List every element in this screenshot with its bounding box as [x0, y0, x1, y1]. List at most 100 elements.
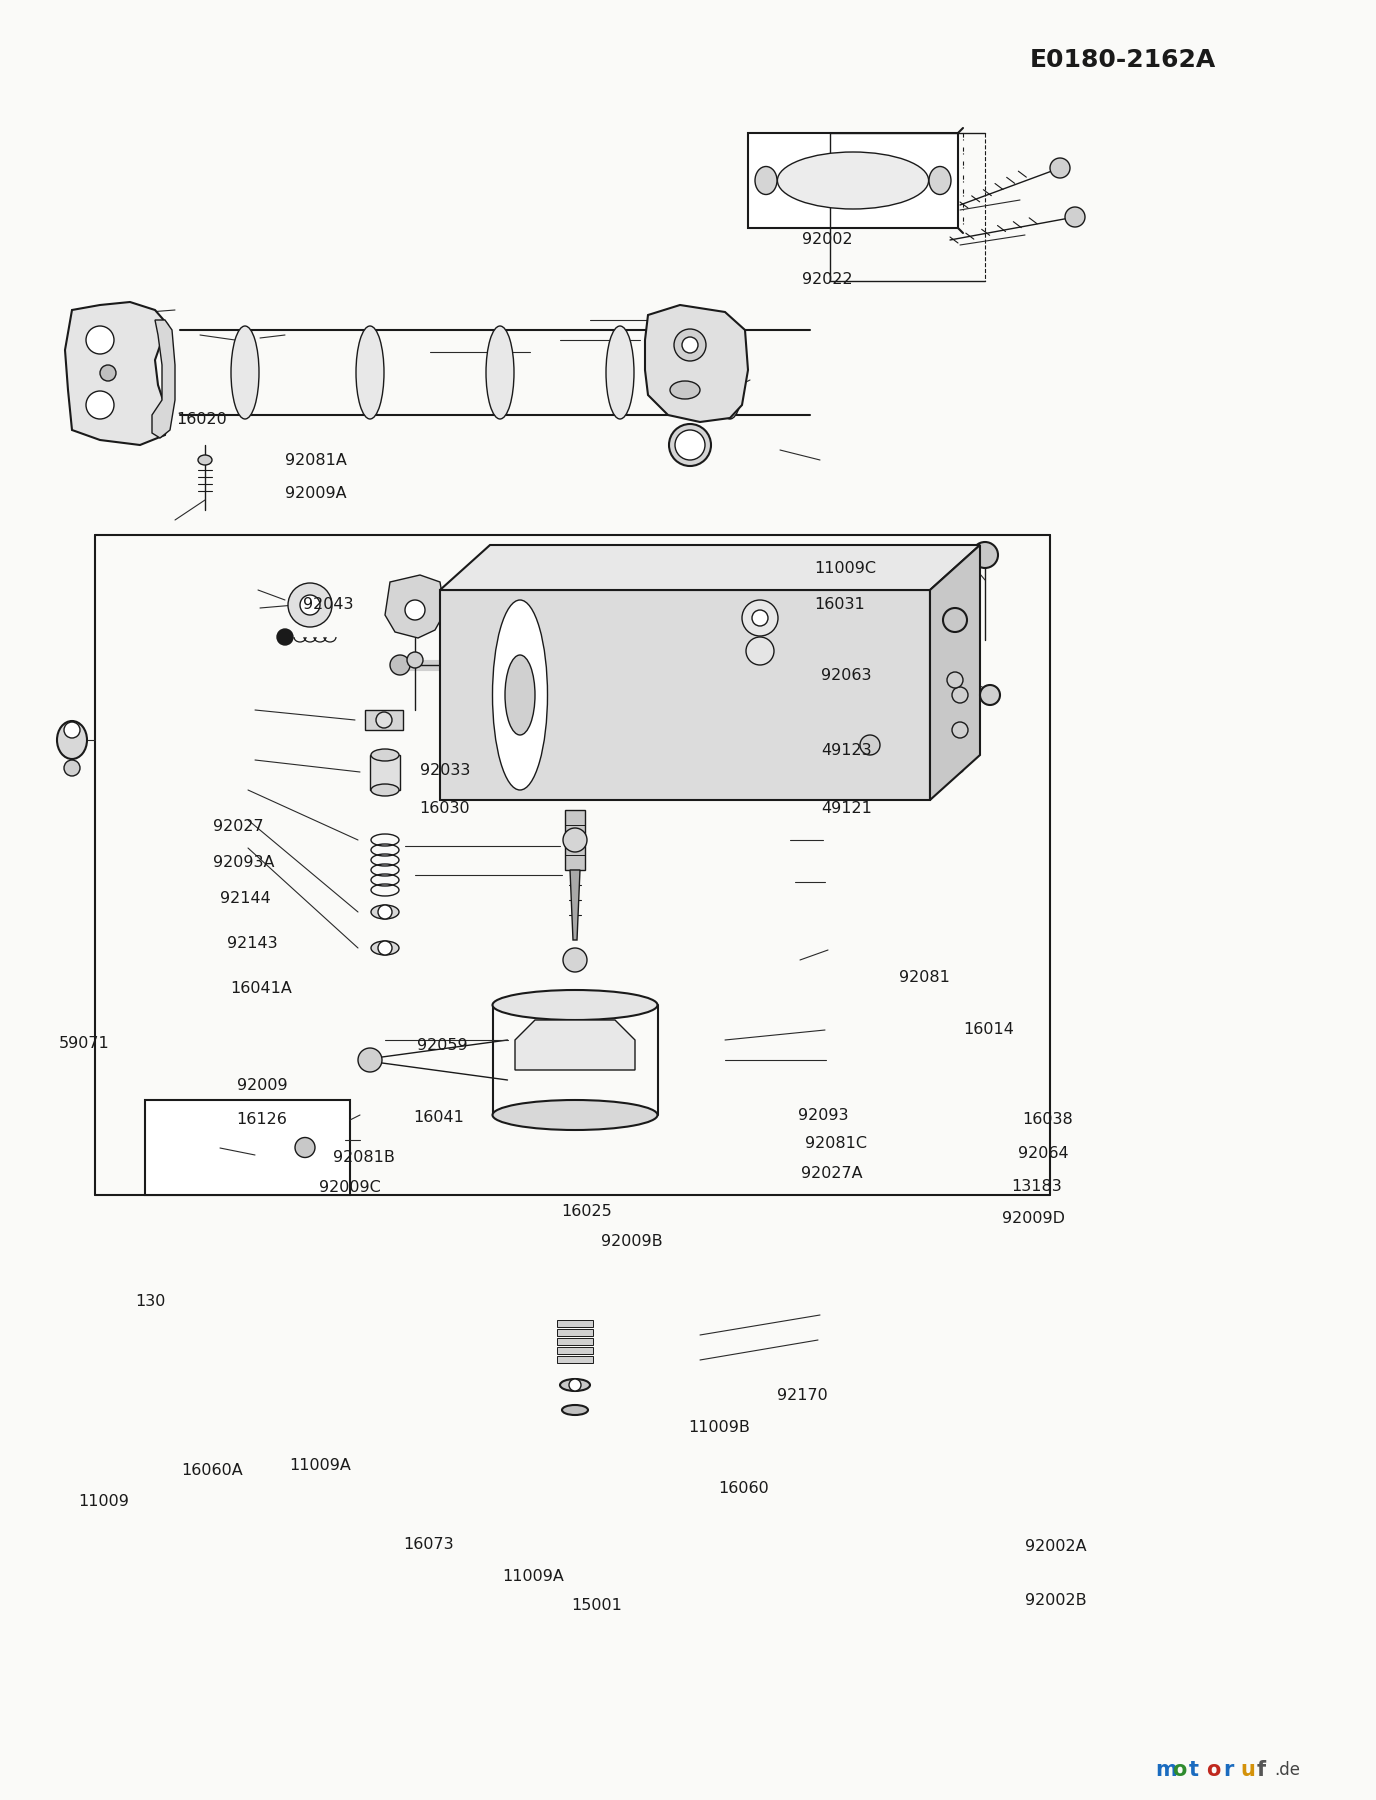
- Polygon shape: [515, 1021, 634, 1069]
- Text: 92081B: 92081B: [333, 1150, 395, 1165]
- Circle shape: [277, 628, 293, 644]
- Ellipse shape: [564, 992, 586, 999]
- Circle shape: [971, 542, 998, 569]
- Ellipse shape: [670, 382, 700, 400]
- Text: 16126: 16126: [237, 1112, 288, 1127]
- Text: 92059: 92059: [417, 1039, 468, 1053]
- Circle shape: [860, 734, 881, 754]
- Text: 49123: 49123: [821, 743, 872, 758]
- Ellipse shape: [493, 990, 658, 1021]
- Text: 16060: 16060: [718, 1481, 769, 1496]
- Polygon shape: [385, 574, 444, 637]
- Text: 11009: 11009: [78, 1494, 129, 1508]
- Circle shape: [676, 430, 705, 461]
- Circle shape: [378, 905, 392, 920]
- Text: o: o: [1172, 1760, 1186, 1780]
- Circle shape: [589, 644, 605, 661]
- Polygon shape: [440, 545, 980, 590]
- Text: o: o: [1205, 1760, 1221, 1780]
- Text: 11009B: 11009B: [688, 1420, 750, 1435]
- Circle shape: [85, 391, 114, 419]
- Circle shape: [538, 655, 559, 675]
- Text: 16020: 16020: [176, 412, 227, 427]
- Text: .de: .de: [1274, 1760, 1300, 1778]
- Circle shape: [742, 599, 777, 635]
- Polygon shape: [590, 578, 665, 612]
- Ellipse shape: [372, 785, 399, 796]
- Ellipse shape: [669, 425, 711, 466]
- Circle shape: [389, 655, 410, 675]
- Circle shape: [746, 637, 773, 664]
- Ellipse shape: [929, 167, 951, 194]
- Circle shape: [943, 608, 967, 632]
- Bar: [749, 133, 958, 229]
- Text: 92009A: 92009A: [285, 486, 347, 500]
- Bar: [370, 754, 400, 790]
- Circle shape: [407, 652, 422, 668]
- Text: 92002: 92002: [802, 232, 853, 247]
- Ellipse shape: [493, 1100, 658, 1130]
- Circle shape: [682, 337, 698, 353]
- Bar: [365, 709, 403, 731]
- Ellipse shape: [372, 905, 399, 920]
- Text: 92027A: 92027A: [801, 1166, 863, 1181]
- Polygon shape: [151, 320, 175, 437]
- Circle shape: [674, 329, 706, 362]
- Text: 16030: 16030: [420, 801, 471, 815]
- Text: 16025: 16025: [561, 1204, 612, 1219]
- Bar: [557, 1337, 593, 1345]
- Text: 16031: 16031: [815, 598, 866, 612]
- Text: 92064: 92064: [1018, 1147, 1069, 1161]
- Text: 16041A: 16041A: [230, 981, 292, 995]
- Bar: [557, 1355, 593, 1363]
- Text: 92170: 92170: [777, 1388, 828, 1402]
- Text: 49121: 49121: [821, 801, 872, 815]
- Circle shape: [294, 1138, 315, 1157]
- Ellipse shape: [372, 941, 399, 956]
- Text: 15001: 15001: [571, 1598, 622, 1613]
- Ellipse shape: [231, 326, 259, 419]
- Ellipse shape: [356, 326, 384, 419]
- Text: 16041: 16041: [413, 1111, 464, 1125]
- Text: 11009A: 11009A: [502, 1570, 564, 1584]
- Circle shape: [65, 722, 80, 738]
- Polygon shape: [645, 304, 749, 421]
- Ellipse shape: [560, 1379, 590, 1391]
- Text: 92093A: 92093A: [213, 855, 275, 869]
- Circle shape: [563, 828, 588, 851]
- Circle shape: [288, 583, 332, 626]
- Text: 16038: 16038: [1022, 1112, 1073, 1127]
- Ellipse shape: [561, 1406, 588, 1415]
- Circle shape: [378, 941, 392, 956]
- Circle shape: [623, 587, 633, 598]
- Ellipse shape: [486, 326, 515, 419]
- Text: 92002A: 92002A: [1025, 1539, 1087, 1553]
- Ellipse shape: [198, 455, 212, 464]
- Circle shape: [300, 596, 321, 616]
- Circle shape: [570, 1379, 581, 1391]
- Text: 92027: 92027: [213, 819, 264, 833]
- Ellipse shape: [777, 151, 929, 209]
- Bar: [566, 810, 585, 869]
- Text: 92009C: 92009C: [319, 1181, 381, 1195]
- Text: 11009C: 11009C: [815, 562, 877, 576]
- Ellipse shape: [56, 722, 87, 760]
- Circle shape: [952, 688, 967, 704]
- Text: 92033: 92033: [420, 763, 471, 778]
- Ellipse shape: [493, 599, 548, 790]
- Text: 92093: 92093: [798, 1109, 849, 1123]
- Circle shape: [616, 580, 640, 605]
- Text: 92081: 92081: [899, 970, 949, 985]
- Text: E0180-2162A: E0180-2162A: [1031, 49, 1216, 72]
- Circle shape: [753, 610, 768, 626]
- Circle shape: [550, 585, 660, 695]
- Text: r: r: [1223, 1760, 1233, 1780]
- Text: m: m: [1154, 1760, 1176, 1780]
- Polygon shape: [570, 869, 581, 940]
- Ellipse shape: [372, 749, 399, 761]
- Ellipse shape: [755, 167, 777, 194]
- Text: 92143: 92143: [227, 936, 278, 950]
- Text: 92009: 92009: [237, 1078, 288, 1093]
- Bar: [557, 1328, 593, 1336]
- Text: 92002B: 92002B: [1025, 1593, 1087, 1607]
